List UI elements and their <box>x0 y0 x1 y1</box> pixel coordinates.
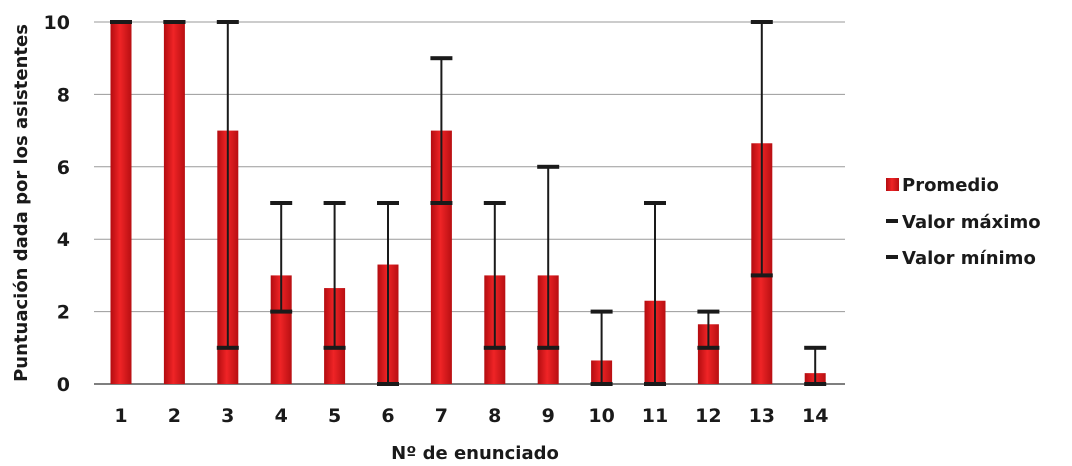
x-tick-label: 8 <box>488 405 501 427</box>
y-tick-labels: 0 2 4 6 8 10 <box>44 12 70 396</box>
x-tick-label: 3 <box>221 405 234 427</box>
x-tick-label: 6 <box>381 405 394 427</box>
marker-valor-minimo <box>483 345 506 350</box>
x-tick-label: 13 <box>749 405 775 427</box>
marker-valor-maximo <box>377 201 399 205</box>
marker-valor-maximo <box>270 201 293 205</box>
marker-valor-maximo <box>697 309 720 314</box>
marker-valor-maximo <box>216 20 239 24</box>
legend-swatch-maximo <box>886 219 898 223</box>
x-tick-label: 7 <box>435 405 448 427</box>
bar-promedio <box>110 22 132 384</box>
marker-valor-minimo <box>110 20 132 24</box>
x-tick-label: 5 <box>328 405 341 427</box>
marker-valor-minimo <box>537 345 560 350</box>
x-tick-label: 12 <box>695 405 721 427</box>
marker-valor-minimo <box>216 345 239 350</box>
gridlines <box>94 21 845 385</box>
legend-swatch-minimo <box>886 255 898 259</box>
marker-valor-minimo <box>430 201 453 205</box>
marker-valor-minimo <box>163 20 186 24</box>
marker-valor-minimo <box>644 382 666 386</box>
legend-label-minimo: Valor mínimo <box>902 248 1036 269</box>
legend-label-maximo: Valor máximo <box>902 212 1041 233</box>
x-tick-labels: 1 2 3 4 5 6 7 8 9 10 11 12 13 14 <box>114 405 828 427</box>
marker-valor-maximo <box>483 201 506 205</box>
marker-valor-maximo <box>750 20 773 24</box>
x-tick-label: 14 <box>802 405 828 427</box>
error-bars <box>110 20 827 386</box>
legend: Promedio Valor máximo Valor mínimo <box>886 175 1041 269</box>
marker-valor-maximo <box>323 201 346 205</box>
marker-valor-minimo <box>804 382 827 386</box>
y-tick-label: 8 <box>57 84 70 106</box>
marker-valor-maximo <box>590 309 613 314</box>
x-tick-label: 4 <box>275 405 288 427</box>
x-tick-label: 1 <box>114 405 127 427</box>
marker-valor-minimo <box>590 382 613 386</box>
bar-promedio <box>163 22 185 384</box>
marker-valor-minimo <box>750 273 773 278</box>
x-tick-label: 10 <box>588 405 614 427</box>
y-tick-label: 6 <box>57 157 70 179</box>
x-tick-label: 2 <box>168 405 181 427</box>
marker-valor-maximo <box>537 164 560 169</box>
marker-valor-minimo <box>377 382 399 386</box>
y-tick-label: 10 <box>44 12 70 34</box>
y-axis-label: Puntuación dada por los asistentes <box>11 24 32 382</box>
bar-promedio <box>270 275 292 384</box>
x-axis-label: Nº de enunciado <box>391 443 559 464</box>
legend-label-promedio: Promedio <box>902 175 999 196</box>
bar-promedio <box>430 130 452 384</box>
marker-valor-maximo <box>644 201 666 205</box>
y-tick-label: 2 <box>57 302 70 324</box>
bars <box>110 22 826 384</box>
x-tick-label: 11 <box>642 405 668 427</box>
bar-promedio <box>697 324 719 384</box>
y-tick-label: 4 <box>57 229 70 251</box>
y-tick-label: 0 <box>57 374 70 396</box>
marker-valor-minimo <box>697 345 720 350</box>
x-tick-label: 9 <box>542 405 555 427</box>
marker-valor-maximo <box>804 345 827 350</box>
marker-valor-minimo <box>270 309 293 314</box>
marker-valor-maximo <box>430 56 453 61</box>
marker-valor-minimo <box>323 345 346 350</box>
legend-swatch-promedio <box>886 178 899 191</box>
